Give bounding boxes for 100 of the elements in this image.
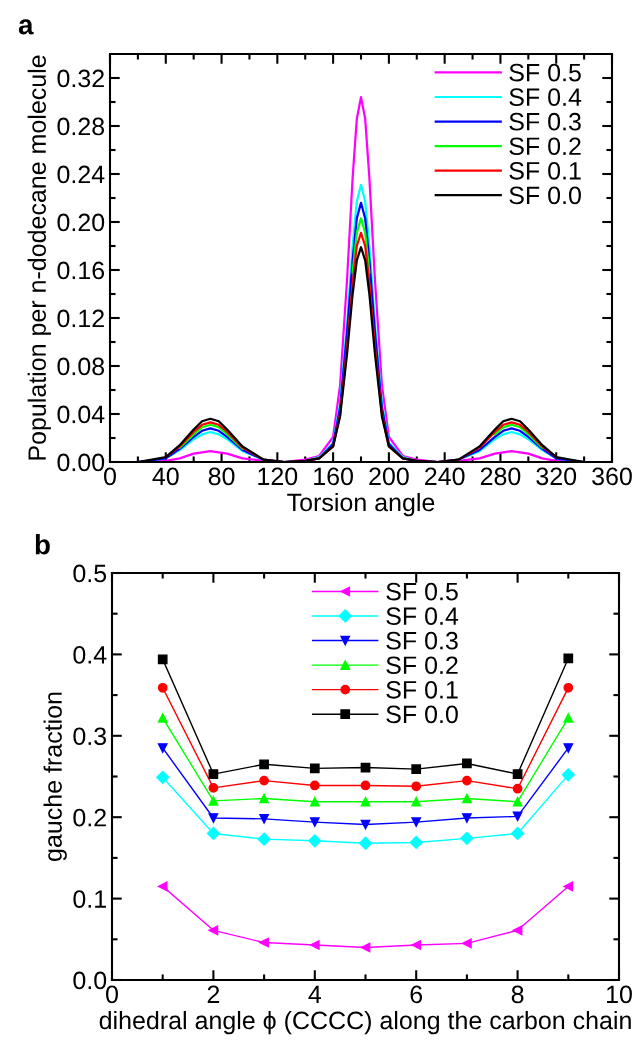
- y-axis-title: gauche fraction: [43, 692, 67, 861]
- point: [411, 781, 422, 792]
- x-tick-label: 4: [308, 985, 322, 1003]
- point: [157, 682, 168, 693]
- legend-label: SF 0.3: [386, 631, 458, 650]
- y-tick-label: 0.16: [57, 261, 105, 280]
- point: [309, 817, 320, 827]
- point: [561, 768, 575, 782]
- chart-title: a: [18, 19, 34, 35]
- legend-label: SF 0.3: [509, 112, 581, 131]
- point: [462, 793, 472, 804]
- point: [208, 769, 219, 779]
- point: [512, 796, 523, 807]
- point: [208, 813, 219, 823]
- point: [259, 759, 269, 770]
- point: [460, 831, 474, 845]
- point: [157, 743, 168, 753]
- chart-title: b: [35, 534, 50, 555]
- legend-label: SF 0.1: [509, 161, 581, 180]
- point: [360, 780, 371, 791]
- y-tick-label: 0.2: [73, 808, 106, 827]
- point: [512, 783, 523, 794]
- legend-label: SF 0.2: [509, 137, 581, 156]
- x-tick-label: 10: [607, 985, 632, 1004]
- legend-label: SF 0.4: [509, 88, 582, 106]
- x-axis-title: dihedral angle ϕ (CCCC) along the carbon chain: [99, 1010, 631, 1035]
- y-tick-label: 0.32: [57, 69, 104, 88]
- point: [259, 813, 269, 824]
- point: [462, 758, 472, 769]
- y-tick-label: 0.1: [73, 890, 106, 908]
- y-tick-label: 0.04: [57, 405, 105, 424]
- legend-label: SF 0.5: [386, 582, 458, 601]
- point: [259, 793, 269, 804]
- legend-label: SF 0.5: [509, 63, 581, 82]
- point: [157, 881, 168, 892]
- point: [512, 811, 523, 822]
- y-tick-label: 0.5: [73, 564, 107, 583]
- point: [259, 937, 269, 948]
- point: [411, 940, 422, 950]
- point: [411, 764, 422, 775]
- y-tick-label: 0.20: [57, 213, 105, 232]
- x-tick-label: 240: [425, 467, 465, 486]
- y-tick-label: 0.24: [57, 165, 105, 184]
- point: [512, 925, 523, 936]
- x-tick-label: 280: [480, 467, 521, 486]
- x-tick-label: 80: [208, 467, 235, 486]
- x-tick-label: 2: [207, 985, 220, 1003]
- point: [411, 817, 422, 827]
- point: [563, 881, 574, 892]
- y-tick-label: 0.28: [57, 117, 105, 136]
- legend-label: SF 0.0: [386, 705, 458, 724]
- point: [462, 775, 472, 786]
- y-tick-label: 0.12: [57, 309, 104, 328]
- point: [563, 713, 574, 723]
- y-tick-label: 0.4: [73, 646, 107, 664]
- x-tick-label: 200: [369, 467, 409, 486]
- x-tick-label: 6: [410, 985, 423, 1004]
- legend-label: SF 0.0: [509, 186, 581, 205]
- x-tick-label: 160: [314, 467, 353, 486]
- point: [309, 780, 320, 791]
- y-tick-label: 0.08: [57, 357, 105, 376]
- point: [208, 783, 219, 793]
- x-tick-label: 0: [106, 985, 118, 1004]
- point: [360, 819, 371, 830]
- point: [462, 813, 472, 823]
- point: [156, 770, 170, 784]
- x-axis-title: Torsion angle: [287, 492, 435, 517]
- point: [206, 826, 220, 841]
- point: [208, 925, 219, 936]
- x-tick-label: 320: [536, 467, 577, 486]
- point: [563, 653, 574, 664]
- y-tick-label: 0.00: [57, 453, 105, 472]
- legend-label: SF 0.2: [386, 656, 458, 675]
- point: [563, 682, 574, 693]
- point: [208, 796, 219, 806]
- point: [157, 654, 168, 665]
- legend-label: SF 0.4: [386, 607, 459, 625]
- point: [358, 836, 373, 850]
- x-tick-label: 120: [258, 467, 298, 486]
- point: [309, 796, 320, 807]
- x-tick-label: 0: [104, 467, 116, 486]
- point: [308, 834, 322, 848]
- point: [411, 796, 422, 807]
- point: [157, 713, 168, 723]
- point: [259, 775, 269, 786]
- legend-label: SF 0.1: [386, 680, 458, 699]
- point: [360, 942, 371, 953]
- point: [511, 826, 525, 841]
- y-tick-label: 0.0: [73, 971, 107, 990]
- point: [309, 763, 320, 774]
- point: [462, 938, 472, 949]
- point: [360, 796, 371, 807]
- x-tick-label: 360: [592, 467, 632, 486]
- point: [409, 835, 423, 850]
- x-tick-label: 8: [511, 985, 524, 1004]
- point: [563, 743, 574, 753]
- point: [512, 769, 523, 779]
- y-tick-label: 0.3: [73, 727, 107, 746]
- point: [257, 832, 271, 846]
- y-axis-title: Population per n-dodecane molecule: [27, 55, 51, 460]
